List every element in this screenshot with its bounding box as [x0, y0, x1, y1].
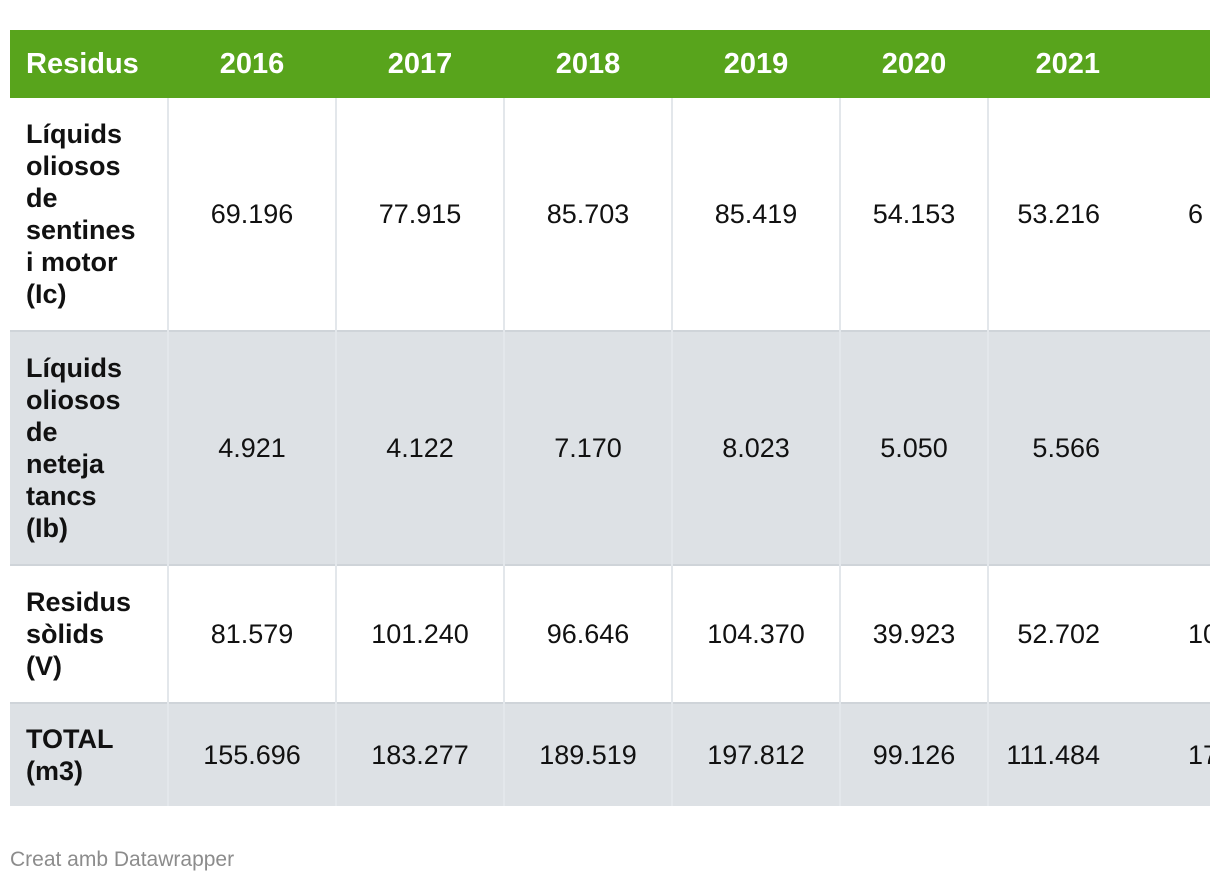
datawrapper-credit[interactable]: Creat amb Datawrapper	[10, 848, 235, 871]
value-cell: 4.921	[167, 330, 336, 565]
row-label-line: de	[26, 183, 58, 213]
value-cell: 5.566	[987, 330, 1136, 565]
value-cell: 155.696	[167, 702, 336, 806]
value-cell: 183.277	[335, 702, 504, 806]
row-label: Líquids oliosos de sentines i motor (Ic)	[10, 98, 168, 331]
value-cell: 4.122	[335, 330, 504, 565]
value-cell-truncated: 17	[1136, 702, 1210, 806]
row-label-line: oliosos	[26, 151, 121, 181]
row-label-line: (V)	[26, 651, 62, 681]
table-header: Residus 2016 2017 2018 2019 2020 2021	[10, 30, 1210, 98]
value-cell: 85.703	[503, 98, 672, 331]
row-label-line: (Ib)	[26, 513, 68, 543]
row-label: Residus sòlids (V)	[10, 564, 168, 703]
header-cell-2016[interactable]: 2016	[168, 30, 336, 98]
row-label-line: Líquids	[26, 353, 122, 383]
header-cell-2019[interactable]: 2019	[672, 30, 840, 98]
row-label: Líquids oliosos de neteja tancs (Ib)	[10, 330, 168, 565]
header-cell-2017[interactable]: 2017	[336, 30, 504, 98]
value-cell: 39.923	[839, 564, 988, 703]
row-label-line: TOTAL	[26, 724, 114, 754]
value-cell: 96.646	[503, 564, 672, 703]
value-cell: 69.196	[167, 98, 336, 331]
value-cell: 77.915	[335, 98, 504, 331]
row-label-line: sentines	[26, 215, 136, 245]
value-cell: 54.153	[839, 98, 988, 331]
value-cell: 189.519	[503, 702, 672, 806]
value-cell: 111.484	[987, 702, 1136, 806]
waste-table: Residus 2016 2017 2018 2019 2020 2021 Lí…	[10, 30, 1210, 806]
table-row: Residus sòlids (V) 81.579 101.240 96.646…	[10, 564, 1210, 703]
row-label-line: tancs	[26, 481, 97, 511]
row-label-line: (m3)	[26, 756, 84, 786]
row-label-line: de	[26, 417, 58, 447]
header-cell-residus[interactable]: Residus	[10, 30, 168, 98]
row-label-line: neteja	[26, 449, 105, 479]
data-table-container: Residus 2016 2017 2018 2019 2020 2021 Lí…	[10, 30, 1210, 806]
header-cell-2018[interactable]: 2018	[504, 30, 672, 98]
table-row: TOTAL (m3) 155.696 183.277 189.519 197.8…	[10, 702, 1210, 806]
table-body: Líquids oliosos de sentines i motor (Ic)…	[10, 98, 1210, 806]
value-cell: 197.812	[671, 702, 840, 806]
row-label-line: (Ic)	[26, 279, 67, 309]
value-cell-truncated	[1136, 330, 1210, 565]
value-cell: 99.126	[839, 702, 988, 806]
table-row: Líquids oliosos de neteja tancs (Ib) 4.9…	[10, 330, 1210, 565]
header-cell-2020[interactable]: 2020	[840, 30, 988, 98]
header-cell-truncated	[1136, 30, 1210, 98]
row-label-line: i motor	[26, 247, 118, 277]
row-label: TOTAL (m3)	[10, 702, 168, 806]
row-label-line: Líquids	[26, 119, 122, 149]
value-cell: 104.370	[671, 564, 840, 703]
value-cell-truncated: 6	[1136, 98, 1210, 331]
value-cell: 101.240	[335, 564, 504, 703]
value-cell-truncated: 10	[1136, 564, 1210, 703]
value-cell: 53.216	[987, 98, 1136, 331]
value-cell: 52.702	[987, 564, 1136, 703]
value-cell: 81.579	[167, 564, 336, 703]
header-row: Residus 2016 2017 2018 2019 2020 2021	[10, 30, 1210, 98]
value-cell: 5.050	[839, 330, 988, 565]
value-cell: 85.419	[671, 98, 840, 331]
value-cell: 7.170	[503, 330, 672, 565]
table-row: Líquids oliosos de sentines i motor (Ic)…	[10, 98, 1210, 331]
row-label-line: sòlids	[26, 619, 105, 649]
row-label-line: oliosos	[26, 385, 121, 415]
header-cell-2021[interactable]: 2021	[988, 30, 1136, 98]
value-cell: 8.023	[671, 330, 840, 565]
row-label-line: Residus	[26, 587, 132, 617]
